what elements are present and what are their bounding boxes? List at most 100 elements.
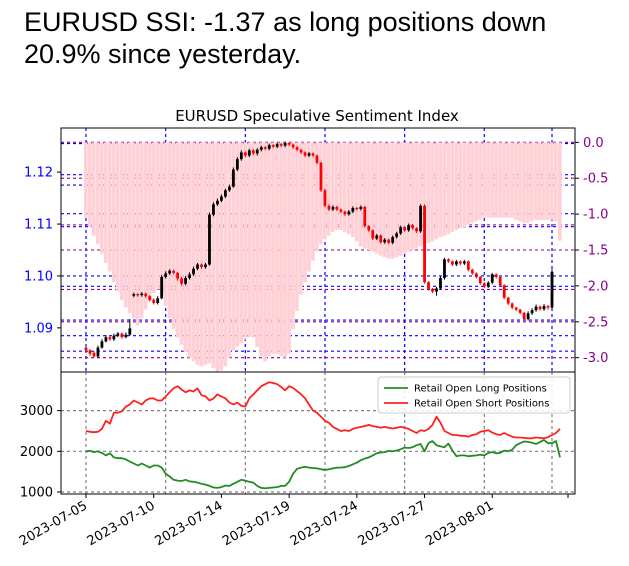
candle-23 bbox=[176, 271, 180, 281]
ssi-bar-83 bbox=[414, 142, 419, 249]
ssi-bar-30 bbox=[203, 142, 208, 365]
ssi-bar-12 bbox=[131, 142, 136, 319]
candle-body-50 bbox=[283, 143, 287, 146]
ssi-bar-99 bbox=[478, 142, 482, 220]
ssi-bar-113 bbox=[534, 142, 538, 220]
ssi-tick-label-4: -2.0 bbox=[583, 279, 608, 294]
candle-body-22 bbox=[172, 270, 176, 273]
candle-62 bbox=[331, 205, 335, 212]
candle-35 bbox=[224, 188, 227, 199]
candle-body-5 bbox=[104, 337, 108, 342]
candle-12 bbox=[132, 292, 136, 298]
ssi-bar-87 bbox=[430, 142, 435, 242]
candle-body-88 bbox=[435, 288, 438, 292]
ssi-bar-96 bbox=[466, 142, 471, 225]
candle-64 bbox=[339, 208, 343, 214]
ssi-bar-73 bbox=[374, 142, 379, 254]
ssi-bar-75 bbox=[382, 142, 387, 258]
candle-body-55 bbox=[303, 152, 307, 156]
candle-81 bbox=[407, 223, 411, 232]
candle-100 bbox=[482, 282, 486, 288]
candle-32 bbox=[212, 202, 215, 217]
candle-66 bbox=[347, 210, 351, 216]
candle-body-93 bbox=[455, 261, 458, 265]
positions-tick-label-1: 2000 bbox=[20, 445, 53, 460]
candle-65 bbox=[343, 210, 347, 216]
candle-body-14 bbox=[140, 293, 144, 296]
ssi-bar-98 bbox=[474, 142, 478, 222]
candle-body-111 bbox=[526, 313, 530, 320]
candle-body-107 bbox=[510, 303, 514, 308]
ssi-bar-0 bbox=[84, 142, 88, 218]
candle-4 bbox=[100, 339, 104, 349]
ssi-bar-106 bbox=[506, 142, 510, 218]
ssi-tick-label-5: -2.5 bbox=[583, 315, 608, 330]
ssi-bar-80 bbox=[402, 142, 407, 254]
candle-44 bbox=[259, 145, 263, 152]
ssi-bar-58 bbox=[315, 142, 319, 252]
x-tick-label-2: 2023-07-14 bbox=[152, 498, 225, 549]
candle-body-110 bbox=[522, 312, 526, 320]
ssi-bar-40 bbox=[243, 142, 247, 340]
candle-91 bbox=[447, 258, 450, 263]
x-tick-label-3: 2023-07-19 bbox=[220, 498, 293, 549]
candle-45 bbox=[263, 146, 267, 151]
candle-84 bbox=[419, 204, 422, 233]
candle-body-4 bbox=[100, 341, 104, 348]
candle-body-70 bbox=[363, 206, 367, 227]
candle-70 bbox=[363, 205, 367, 228]
candle-14 bbox=[140, 292, 144, 297]
candle-body-10 bbox=[124, 334, 128, 338]
ssi-bar-1 bbox=[87, 142, 92, 228]
candle-74 bbox=[379, 234, 383, 244]
candle-body-51 bbox=[287, 143, 291, 145]
ssi-bar-102 bbox=[490, 142, 494, 218]
candle-body-104 bbox=[498, 276, 502, 286]
candle-99 bbox=[478, 275, 482, 285]
candle-71 bbox=[367, 225, 371, 232]
ssi-bar-105 bbox=[502, 142, 506, 218]
ssi-bar-3 bbox=[95, 142, 100, 245]
candle-106 bbox=[506, 296, 510, 306]
candle-body-32 bbox=[212, 204, 215, 215]
ssi-bar-95 bbox=[462, 142, 467, 228]
candle-body-67 bbox=[351, 207, 355, 212]
ssi-bar-35 bbox=[223, 142, 228, 367]
ssi-bar-23 bbox=[175, 142, 180, 338]
candle-body-3 bbox=[96, 347, 100, 357]
x-tick-label-0: 2023-07-05 bbox=[17, 498, 90, 549]
candle-114 bbox=[538, 305, 542, 311]
candle-31 bbox=[208, 212, 211, 266]
candle-body-79 bbox=[399, 227, 403, 234]
candle-body-52 bbox=[291, 144, 295, 148]
candle-108 bbox=[514, 306, 518, 312]
candle-69 bbox=[359, 205, 363, 211]
candle-22 bbox=[172, 269, 176, 275]
candle-61 bbox=[327, 204, 331, 212]
ssi-bar-77 bbox=[390, 142, 395, 259]
candle-3 bbox=[96, 345, 100, 358]
ssi-bar-51 bbox=[287, 142, 291, 355]
ssi-bar-18 bbox=[155, 142, 160, 290]
positions-tick-label-0: 1000 bbox=[20, 485, 53, 500]
candle-98 bbox=[474, 272, 478, 279]
ssi-bar-37 bbox=[231, 142, 236, 351]
candle-25 bbox=[184, 275, 187, 286]
ssi-bar-56 bbox=[307, 142, 311, 272]
price-tick-label-2: 1.11 bbox=[24, 218, 53, 233]
candle-38 bbox=[235, 157, 239, 172]
candle-body-100 bbox=[482, 283, 486, 287]
candle-33 bbox=[216, 198, 219, 206]
candle-body-94 bbox=[458, 261, 462, 264]
positions-tick-label-2: 3000 bbox=[20, 404, 53, 419]
candle-55 bbox=[303, 151, 307, 158]
ssi-bar-107 bbox=[510, 142, 514, 218]
ssi-bar-85 bbox=[422, 142, 427, 245]
candle-50 bbox=[283, 141, 287, 148]
ssi-bar-10 bbox=[123, 142, 128, 308]
candle-body-28 bbox=[196, 264, 199, 269]
candle-16 bbox=[148, 295, 152, 302]
candle-body-56 bbox=[307, 153, 311, 156]
candle-104 bbox=[498, 275, 502, 287]
candle-body-6 bbox=[108, 337, 112, 340]
